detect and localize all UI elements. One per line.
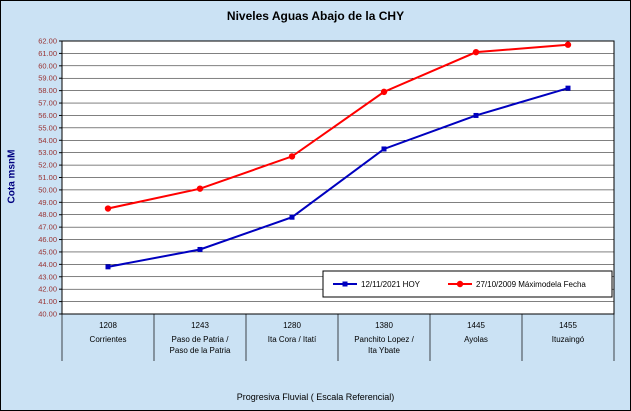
svg-text:56.00: 56.00 bbox=[38, 111, 57, 120]
svg-text:58.00: 58.00 bbox=[38, 86, 57, 95]
svg-text:55.00: 55.00 bbox=[38, 123, 57, 132]
legend-marker-max bbox=[456, 280, 464, 288]
svg-text:50.00: 50.00 bbox=[38, 185, 57, 194]
series-1 bbox=[104, 41, 572, 212]
svg-text:1243: 1243 bbox=[191, 321, 209, 330]
legend-label-max: 27/10/2009 Máximodela Fecha bbox=[476, 280, 586, 289]
svg-text:44.00: 44.00 bbox=[38, 260, 57, 269]
svg-text:Ituzaingó: Ituzaingó bbox=[552, 335, 585, 344]
data-point-marker bbox=[196, 185, 204, 192]
svg-text:Paso de la Patria: Paso de la Patria bbox=[170, 346, 231, 355]
svg-text:1380: 1380 bbox=[375, 321, 393, 330]
svg-text:1280: 1280 bbox=[283, 321, 301, 330]
chart-title: Niveles Aguas Abajo de la CHY bbox=[226, 9, 405, 23]
svg-text:43.00: 43.00 bbox=[38, 272, 57, 281]
x-axis-title: Progresiva Fluvial ( Escala Referencial) bbox=[236, 392, 395, 402]
data-point-marker bbox=[288, 153, 296, 160]
data-point-marker bbox=[105, 264, 111, 270]
series-0 bbox=[105, 85, 571, 270]
svg-text:40.00: 40.00 bbox=[38, 310, 57, 319]
legend-label-hoy: 12/11/2021 HOY bbox=[361, 280, 421, 289]
svg-text:62.00: 62.00 bbox=[38, 37, 57, 46]
svg-text:52.00: 52.00 bbox=[38, 161, 57, 170]
data-point-marker bbox=[197, 246, 203, 252]
svg-text:59.00: 59.00 bbox=[38, 74, 57, 83]
plot-svg: 40.00 41.00 42.00 43.00 44.00 45.00 46.00 47.00… bbox=[38, 37, 615, 361]
svg-text:41.00: 41.00 bbox=[38, 297, 57, 306]
svg-text:60.00: 60.00 bbox=[38, 61, 57, 70]
svg-text:57.00: 57.00 bbox=[38, 99, 57, 108]
svg-text:61.00: 61.00 bbox=[38, 49, 57, 58]
svg-text:51.00: 51.00 bbox=[38, 173, 57, 182]
svg-text:42.00: 42.00 bbox=[38, 285, 57, 294]
data-point-marker bbox=[473, 112, 479, 118]
svg-text:1455: 1455 bbox=[559, 321, 577, 330]
data-point-marker bbox=[472, 48, 480, 56]
svg-text:53.00: 53.00 bbox=[38, 148, 57, 157]
svg-text:54.00: 54.00 bbox=[38, 136, 57, 145]
svg-text:Corrientes: Corrientes bbox=[90, 335, 127, 344]
svg-text:Ayolas: Ayolas bbox=[464, 335, 488, 344]
data-point-marker bbox=[564, 41, 572, 48]
y-axis-labels: 40.00 41.00 42.00 43.00 44.00 45.00 46.00 47.00… bbox=[38, 37, 62, 319]
svg-text:Ita Cora / Itatí: Ita Cora / Itatí bbox=[268, 335, 317, 344]
svg-text:Ita Ybate: Ita Ybate bbox=[368, 346, 400, 355]
data-point-marker bbox=[380, 88, 388, 96]
svg-text:1445: 1445 bbox=[467, 321, 485, 330]
svg-text:49.00: 49.00 bbox=[38, 198, 57, 207]
svg-text:48.00: 48.00 bbox=[38, 210, 57, 219]
svg-text:1208: 1208 bbox=[99, 321, 117, 330]
gridlines bbox=[62, 53, 614, 302]
data-point-marker bbox=[104, 205, 112, 212]
svg-text:Panchito Lopez /: Panchito Lopez / bbox=[354, 335, 414, 344]
legend: 12/11/2021 HOY 27/10/2009 Máximodela Fech… bbox=[322, 270, 613, 298]
svg-text:46.00: 46.00 bbox=[38, 235, 57, 244]
svg-text:47.00: 47.00 bbox=[38, 223, 57, 232]
x-axis-labels: 1208 Corrientes 1243 Paso de Patria / Paso d… bbox=[61, 314, 615, 361]
data-point-marker bbox=[565, 85, 571, 91]
svg-text:Paso de Patria /: Paso de Patria / bbox=[172, 335, 230, 344]
data-point-marker bbox=[381, 146, 387, 152]
legend-marker-hoy bbox=[342, 281, 348, 287]
data-point-marker bbox=[289, 214, 295, 220]
svg-text:45.00: 45.00 bbox=[38, 247, 57, 256]
